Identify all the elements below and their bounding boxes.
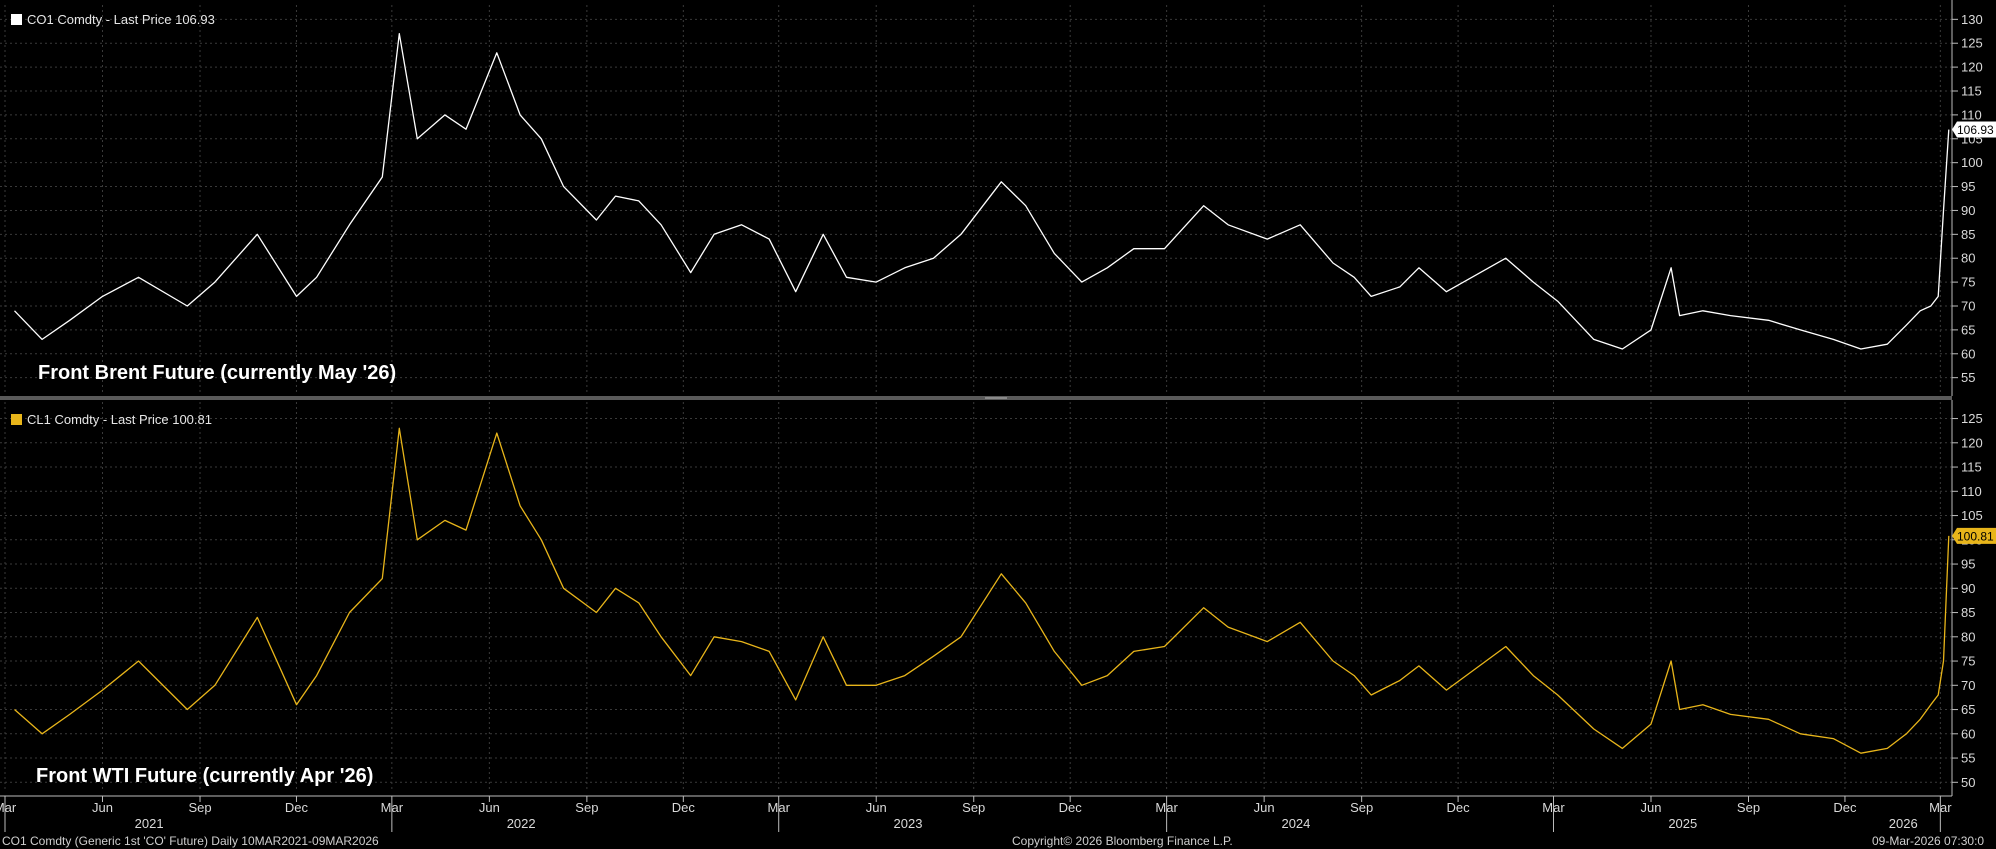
grid-layer xyxy=(0,5,1952,792)
last-price-value: 106.93 xyxy=(1957,123,1994,137)
y-tick-label: 80 xyxy=(1961,629,1975,644)
y-tick-label: 85 xyxy=(1961,605,1975,620)
y-tick-label: 110 xyxy=(1961,107,1982,122)
y-tick-label: 125 xyxy=(1961,36,1983,51)
x-tick-label: Dec xyxy=(285,800,309,815)
last-price-label-wti: 100.81 xyxy=(1952,527,1996,544)
y-tick-label: 90 xyxy=(1961,203,1975,218)
legend-wti-text: CL1 Comdty - Last Price 100.81 xyxy=(27,412,212,427)
axis-layer: 55 60 65 70 75 80 85 90 95 100 105 110 115 120 125 130 5… xyxy=(0,0,1983,832)
y-tick-label: 100 xyxy=(1961,155,1983,170)
series-line-wti xyxy=(14,427,1950,754)
y-tick-label: 65 xyxy=(1961,322,1975,337)
y-tick-label: 120 xyxy=(1961,435,1983,450)
y-tick-label: 80 xyxy=(1961,251,1975,266)
x-tick-label: Jun xyxy=(866,800,887,815)
y-tick-label: 60 xyxy=(1961,726,1975,741)
legend-brent[interactable]: CO1 Comdty - Last Price 106.93 xyxy=(11,12,215,27)
last-price-value: 100.81 xyxy=(1957,529,1994,543)
y-tick-label: 120 xyxy=(1961,60,1983,75)
x-tick-label: Dec xyxy=(672,800,696,815)
x-tick-label: Sep xyxy=(962,800,985,815)
year-label: 2021 xyxy=(135,816,164,831)
series-line-brent xyxy=(14,33,1950,350)
y-tick-label: 95 xyxy=(1961,557,1975,572)
x-tick-label: Dec xyxy=(1447,800,1471,815)
y-tick-label: 70 xyxy=(1961,299,1975,314)
y-tick-label: 95 xyxy=(1961,179,1975,194)
annotation-wti: Front WTI Future (currently Apr '26) xyxy=(36,765,373,787)
y-tick-label: 125 xyxy=(1961,411,1983,426)
x-tick-label: Jun xyxy=(1254,800,1275,815)
separator-handle[interactable] xyxy=(985,397,1007,399)
x-tick-label: Jun xyxy=(92,800,113,815)
footer-left: CO1 Comdty (Generic 1st 'CO' Future) Dai… xyxy=(2,834,379,848)
x-tick-label: Jun xyxy=(1641,800,1662,815)
y-tick-label: 60 xyxy=(1961,346,1975,361)
legend-wti[interactable]: CL1 Comdty - Last Price 100.81 xyxy=(11,412,212,427)
x-tick-label: Sep xyxy=(1350,800,1373,815)
x-tick-label: Sep xyxy=(575,800,598,815)
x-tick-label: Sep xyxy=(1737,800,1760,815)
footer-right: 09-Mar-2026 07:30:0 xyxy=(1872,834,1984,848)
y-tick-label: 55 xyxy=(1961,370,1975,385)
last-price-badge xyxy=(1952,121,1996,138)
y-tick-label: 110 xyxy=(1961,484,1982,499)
year-label: 2025 xyxy=(1668,816,1697,831)
legend-swatch-brent xyxy=(11,14,22,25)
y-tick-label: 85 xyxy=(1961,227,1975,242)
x-tick-label: Jun xyxy=(479,800,500,815)
year-label: 2023 xyxy=(894,816,923,831)
panel-separator[interactable] xyxy=(0,396,1952,400)
year-label: 2024 xyxy=(1281,816,1310,831)
x-tick-label: Dec xyxy=(1059,800,1083,815)
last-price-label-brent: 106.93 xyxy=(1952,121,1996,138)
y-tick-label: 130 xyxy=(1961,12,1983,27)
legend-swatch-wti xyxy=(11,414,22,425)
year-label: 2026 xyxy=(1889,816,1918,831)
y-tick-label: 90 xyxy=(1961,581,1975,596)
y-tick-label: 105 xyxy=(1961,508,1983,523)
x-tick-label: Dec xyxy=(1833,800,1857,815)
y-tick-label: 115 xyxy=(1961,460,1982,475)
legend-brent-text: CO1 Comdty - Last Price 106.93 xyxy=(27,12,215,27)
y-tick-label: 75 xyxy=(1961,654,1975,669)
label-layer: 106.93 100.81 xyxy=(1952,121,1996,544)
annotation-brent: Front Brent Future (currently May '26) xyxy=(38,362,396,384)
y-tick-label: 70 xyxy=(1961,678,1975,693)
y-tick-label: 115 xyxy=(1961,84,1982,99)
series-layer xyxy=(14,33,1950,754)
footer-center: Copyright© 2026 Bloomberg Finance L.P. xyxy=(1012,834,1233,848)
y-tick-label: 65 xyxy=(1961,702,1975,717)
y-tick-label: 55 xyxy=(1961,751,1975,766)
y-tick-label: 75 xyxy=(1961,275,1975,290)
last-price-badge xyxy=(1952,527,1996,544)
x-tick-label: Sep xyxy=(188,800,211,815)
y-tick-label: 50 xyxy=(1961,775,1975,790)
year-label: 2022 xyxy=(507,816,536,831)
x-tick-label: Mar xyxy=(0,800,17,815)
